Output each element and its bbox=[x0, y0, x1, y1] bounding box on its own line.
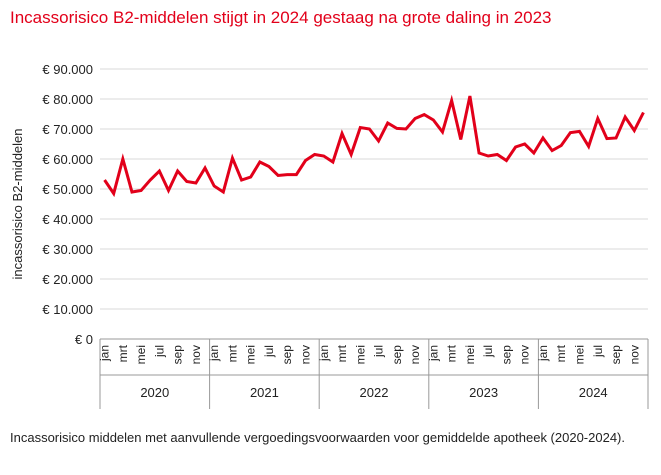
x-month-label: mrt bbox=[225, 344, 239, 362]
y-tick-label: € 40.000 bbox=[42, 212, 93, 227]
x-month-label: mrt bbox=[335, 344, 349, 362]
x-year-label: 2020 bbox=[140, 385, 169, 400]
x-month-label: jul bbox=[372, 345, 386, 358]
x-month-label: sep bbox=[609, 345, 623, 365]
x-year-label: 2024 bbox=[579, 385, 608, 400]
chart-caption: Incassorisico middelen met aanvullende v… bbox=[10, 430, 625, 445]
y-axis-label: incassorisico B2-middelen bbox=[10, 128, 25, 279]
y-tick-label: € 10.000 bbox=[42, 302, 93, 317]
x-month-label: nov bbox=[299, 345, 313, 364]
x-month-label: jan bbox=[317, 345, 331, 362]
y-tick-label: € 30.000 bbox=[42, 242, 93, 257]
x-month-label: sep bbox=[499, 345, 513, 365]
y-tick-label: € 90.000 bbox=[42, 62, 93, 77]
y-tick-label: € 20.000 bbox=[42, 272, 93, 287]
x-month-label: jan bbox=[536, 345, 550, 362]
x-month-label: jul bbox=[152, 345, 166, 358]
x-month-label: mrt bbox=[116, 344, 130, 362]
series-line bbox=[103, 94, 645, 198]
x-month-label: nov bbox=[627, 345, 641, 364]
x-month-label: mei bbox=[244, 345, 258, 364]
x-year-label: 2023 bbox=[469, 385, 498, 400]
x-month-label: mei bbox=[134, 345, 148, 364]
x-month-label: sep bbox=[390, 345, 404, 365]
x-month-label: jul bbox=[481, 345, 495, 358]
x-month-label: jul bbox=[262, 345, 276, 358]
x-month-label: sep bbox=[171, 345, 185, 365]
y-tick-label: € 80.000 bbox=[42, 92, 93, 107]
x-month-label: mei bbox=[573, 345, 587, 364]
x-month-label: mrt bbox=[445, 344, 459, 362]
y-tick-label: € 70.000 bbox=[42, 122, 93, 137]
x-month-label: jan bbox=[426, 345, 440, 362]
x-month-label: nov bbox=[189, 345, 203, 364]
x-month-label: jan bbox=[98, 345, 112, 362]
x-month-label: mei bbox=[353, 345, 367, 364]
chart-title: Incassorisico B2-middelen stijgt in 2024… bbox=[10, 8, 552, 27]
y-tick-label: € 60.000 bbox=[42, 152, 93, 167]
x-month-label: sep bbox=[280, 345, 294, 365]
y-tick-label: € 50.000 bbox=[42, 182, 93, 197]
x-year-label: 2022 bbox=[360, 385, 389, 400]
x-year-label: 2021 bbox=[250, 385, 279, 400]
x-month-label: jul bbox=[591, 345, 605, 358]
x-month-label: jan bbox=[207, 345, 221, 362]
x-month-label: nov bbox=[408, 345, 422, 364]
y-tick-label: € 0 bbox=[75, 332, 93, 347]
x-month-label: mrt bbox=[554, 344, 568, 362]
x-month-label: mei bbox=[463, 345, 477, 364]
x-month-label: nov bbox=[518, 345, 532, 364]
